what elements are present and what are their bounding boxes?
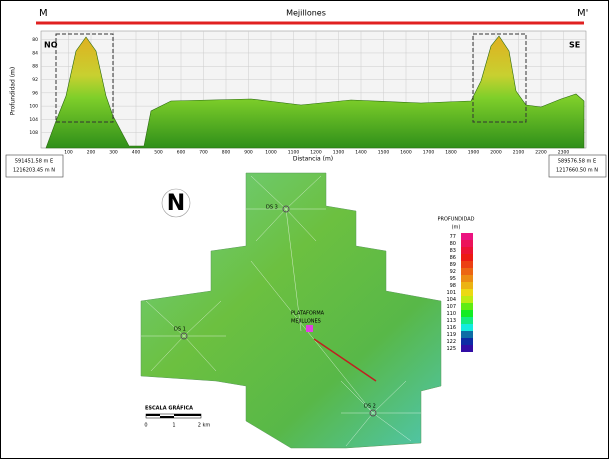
y-tick-label: 100	[29, 104, 38, 110]
site-label: DS 3	[266, 205, 278, 211]
legend-label: 77	[450, 234, 456, 240]
legend-label: 95	[450, 276, 456, 282]
platform-marker	[306, 325, 313, 332]
legend-swatch	[461, 338, 473, 345]
y-tick-label: 104	[29, 117, 38, 123]
start-label: M	[39, 8, 48, 19]
y-tick-label: 96	[32, 90, 38, 96]
x-tick-label: 1900	[468, 150, 480, 156]
x-tick-label: 1300	[333, 150, 345, 156]
legend-label: 83	[450, 248, 456, 254]
x-tick-label: 2200	[535, 150, 547, 156]
legend-swatch	[461, 289, 473, 296]
legend-label: 107	[446, 304, 456, 310]
x-tick-label: 700	[199, 150, 208, 156]
y-tick-label: 80	[32, 37, 38, 43]
platform-label: PLATAFORMA	[291, 311, 325, 317]
legend-label: 113	[446, 318, 456, 324]
legend-swatch	[461, 324, 473, 331]
legend-label: 122	[446, 339, 456, 345]
legend-swatch	[461, 303, 473, 310]
x-tick-label: 1600	[400, 150, 412, 156]
legend-label: 98	[450, 283, 456, 289]
x-tick-label: 600	[177, 150, 186, 156]
x-tick-label: 900	[244, 150, 253, 156]
legend-swatch	[461, 233, 473, 240]
x-tick-label: 400	[132, 150, 141, 156]
x-tick-label: 1700	[423, 150, 435, 156]
platform-label: MEJILLONES	[291, 319, 321, 325]
scale-tick: 1	[172, 423, 175, 429]
legend-swatch	[461, 240, 473, 247]
x-tick-label: 1000	[265, 150, 277, 156]
legend-label: 110	[446, 311, 456, 317]
x-tick-label: 1500	[378, 150, 390, 156]
scale-bar	[146, 414, 201, 418]
x-tick-label: 1400	[355, 150, 367, 156]
y-tick-label: 84	[32, 50, 38, 56]
legend-label: 125	[446, 346, 456, 352]
site-label: DS 1	[174, 327, 186, 333]
legend-swatch	[461, 296, 473, 303]
y-tick-label: 92	[32, 77, 38, 83]
x-tick-label: 800	[222, 150, 231, 156]
legend-label: 92	[450, 269, 456, 275]
legend-label: 86	[450, 255, 456, 261]
legend-title: PROFUNDIDAD	[437, 217, 474, 223]
profile-title: Mejillones	[286, 9, 326, 18]
legend-swatch	[461, 254, 473, 261]
legend-label: 89	[450, 262, 456, 268]
x-tick-label: 200	[87, 150, 96, 156]
x-tick-label: 1800	[445, 150, 457, 156]
legend-swatch	[461, 310, 473, 317]
y-tick-label: 88	[32, 64, 38, 70]
scale-tick: 0	[144, 423, 147, 429]
coord-text: 1216203.45 m N	[13, 168, 55, 174]
legend-unit: (m)	[452, 225, 461, 231]
legend-label: 101	[446, 290, 456, 296]
coord-text: 591451.58 m E	[15, 159, 53, 165]
scale-title: ESCALA GRÁFICA	[145, 405, 193, 412]
legend: 7780838689929598101104107110113116119122…	[446, 233, 473, 352]
x-tick-label: 2000	[490, 150, 502, 156]
y-tick-label: 108	[29, 130, 38, 136]
legend-swatch	[461, 317, 473, 324]
x-axis-label: Distancia (m)	[293, 156, 333, 163]
legend-swatch	[461, 345, 473, 352]
legend-swatch	[461, 331, 473, 338]
x-tick-label: 2100	[513, 150, 525, 156]
end-label: M'	[577, 8, 588, 19]
legend-swatch	[461, 247, 473, 254]
coord-text: 1217660.50 m N	[556, 168, 598, 174]
legend-label: 80	[450, 241, 456, 247]
scale-tick: 2 km	[198, 423, 211, 429]
direction-label: NO	[44, 41, 58, 50]
north-arrow: N	[167, 191, 185, 216]
x-tick-label: 300	[109, 150, 118, 156]
legend-label: 119	[446, 332, 456, 338]
legend-swatch	[461, 261, 473, 268]
y-axis-label: Profundidad (m)	[10, 67, 17, 115]
site-label: DS 2	[364, 404, 376, 410]
legend-swatch	[461, 275, 473, 282]
legend-swatch	[461, 268, 473, 275]
direction-label: SE	[569, 41, 580, 50]
figure: M M' Mejillones 100200300400500600700800…	[0, 0, 609, 459]
figure-svg: M M' Mejillones 100200300400500600700800…	[1, 1, 608, 458]
x-tick-label: 100	[64, 150, 73, 156]
legend-label: 116	[446, 325, 456, 331]
coord-text: 589576.58 m E	[558, 159, 596, 165]
x-tick-label: 500	[154, 150, 163, 156]
x-tick-label: 2300	[558, 150, 570, 156]
legend-label: 104	[446, 297, 456, 303]
legend-swatch	[461, 282, 473, 289]
